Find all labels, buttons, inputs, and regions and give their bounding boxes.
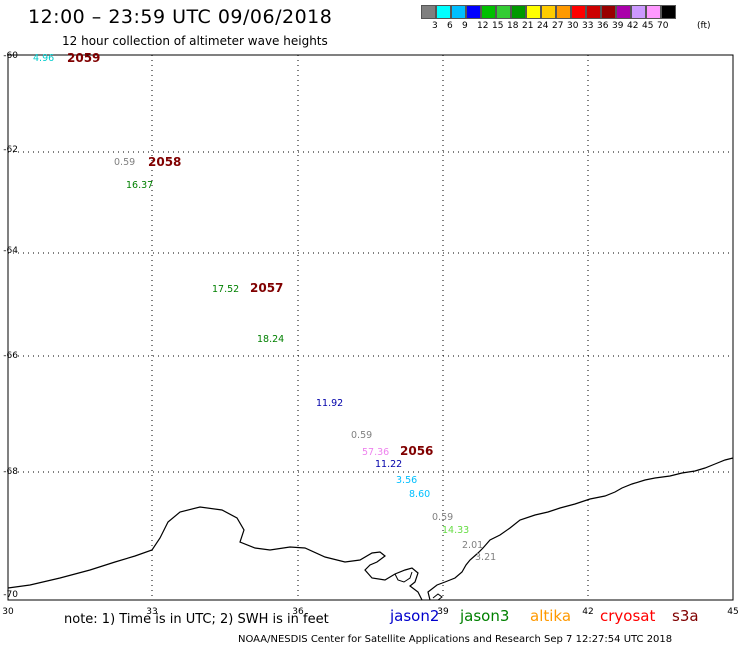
longitude-tick-labels: 30 33 36 39 42 45 <box>2 607 738 617</box>
color-scale-label: 30 <box>567 21 579 31</box>
orbit-number-label: 2057 <box>250 281 283 295</box>
latitude-tick-label: -70 <box>3 590 18 600</box>
color-swatch <box>646 5 661 19</box>
latitude-tick-label: -68 <box>3 467 18 477</box>
color-scale-label: 27 <box>552 21 564 31</box>
longitude-tick-label: 33 <box>146 607 157 617</box>
credit-footer: NOAA/NESDIS Center for Satellite Applica… <box>238 634 673 645</box>
color-scale-label: 9 <box>462 21 468 31</box>
map-frame <box>7 54 734 601</box>
color-scale-label: 3 <box>432 21 438 31</box>
orbit-number-label: 2058 <box>148 155 181 169</box>
orbit-number-label: 2056 <box>400 444 433 458</box>
longitude-grid <box>151 55 589 600</box>
color-swatch <box>601 5 616 19</box>
longitude-tick-label: 42 <box>582 607 593 617</box>
color-scale-label: 33 <box>582 21 594 31</box>
wave-height-label: 3.56 <box>396 475 417 486</box>
color-scale-label: 18 <box>507 21 519 31</box>
wave-height-label: 0.59 <box>351 430 372 441</box>
color-swatch <box>466 5 481 19</box>
wave-height-label: 2.01 <box>462 540 483 551</box>
wave-height-label: 11.22 <box>375 459 402 470</box>
wave-height-label: 11.92 <box>316 398 343 409</box>
color-scale-label: 24 <box>537 21 549 31</box>
wave-height-label: 17.52 <box>212 284 239 295</box>
color-swatch <box>451 5 466 19</box>
wave-height-label: 8.60 <box>409 489 430 500</box>
color-swatch <box>586 5 601 19</box>
latitude-tick-label: -64 <box>3 246 18 256</box>
wave-height-label: 3.21 <box>475 552 496 563</box>
latitude-tick-label: -60 <box>3 51 18 61</box>
color-swatch <box>541 5 556 19</box>
color-swatch <box>616 5 631 19</box>
color-swatch <box>526 5 541 19</box>
footnote: note: 1) Time is in UTC; 2) SWH is in fe… <box>64 612 329 627</box>
color-scale-label: 36 <box>597 21 609 31</box>
color-scale-label: 45 <box>642 21 654 31</box>
longitude-tick-label: 39 <box>437 607 449 617</box>
color-scale-label: 6 <box>447 21 453 31</box>
latitude-tick-label: -62 <box>3 145 18 155</box>
color-scale-label: 15 <box>492 21 504 31</box>
orbit-number-label: 2059 <box>67 51 100 65</box>
coastline-island <box>432 593 443 601</box>
latitude-grid <box>8 151 733 473</box>
wave-height-label: 16.37 <box>126 180 153 191</box>
coastline-inlet <box>394 571 413 583</box>
longitude-tick-label: 36 <box>292 607 304 617</box>
color-swatch <box>631 5 646 19</box>
color-swatch <box>481 5 496 19</box>
map-subtitle: 12 hour collection of altimeter wave hei… <box>62 34 328 48</box>
color-scale-labels: 3 6 9 12 15 18 21 24 27 30 33 36 39 42 45 70 (ft) <box>421 21 740 33</box>
color-scale-legend <box>421 5 676 19</box>
color-scale-label: 39 <box>612 21 624 31</box>
longitude-tick-label: 45 <box>727 607 738 617</box>
color-swatch <box>556 5 571 19</box>
wave-height-label: 57.36 <box>362 447 389 458</box>
wave-height-label: 14.33 <box>442 525 469 536</box>
latitude-tick-label: -66 <box>3 351 18 361</box>
legend-s3a: s3a <box>672 607 699 625</box>
color-swatch <box>421 5 436 19</box>
legend-jason2: jason2 <box>390 607 440 625</box>
legend-altika: altika <box>530 607 572 625</box>
wave-height-label: 4.96 <box>33 53 54 64</box>
color-scale-label: 12 <box>477 21 489 31</box>
color-swatch <box>511 5 526 19</box>
color-scale-label: 42 <box>627 21 639 31</box>
color-scale-label: (ft) <box>697 21 711 31</box>
color-scale-label: 70 <box>657 21 669 31</box>
color-swatch <box>436 5 451 19</box>
legend-jason3: jason3 <box>460 607 510 625</box>
observation-labels: 4.96 2059 0.59 2058 16.37 17.52 2057 18.24 11.92… <box>33 51 496 563</box>
wave-height-label: 18.24 <box>257 334 284 345</box>
color-swatch <box>496 5 511 19</box>
map-title: 12:00 – 23:59 UTC 09/06/2018 <box>28 6 333 28</box>
antarctic-coastline <box>7 457 734 601</box>
wave-height-label: 0.59 <box>114 157 135 168</box>
color-scale-label: 21 <box>522 21 534 31</box>
legend-cryosat: cryosat <box>600 607 656 625</box>
longitude-tick-label: 30 <box>2 607 14 617</box>
color-swatch <box>661 5 676 19</box>
color-swatch <box>571 5 586 19</box>
latitude-tick-labels: -60 -62 -64 -66 -68 -70 <box>3 51 18 600</box>
wave-height-label: 0.59 <box>432 512 453 523</box>
